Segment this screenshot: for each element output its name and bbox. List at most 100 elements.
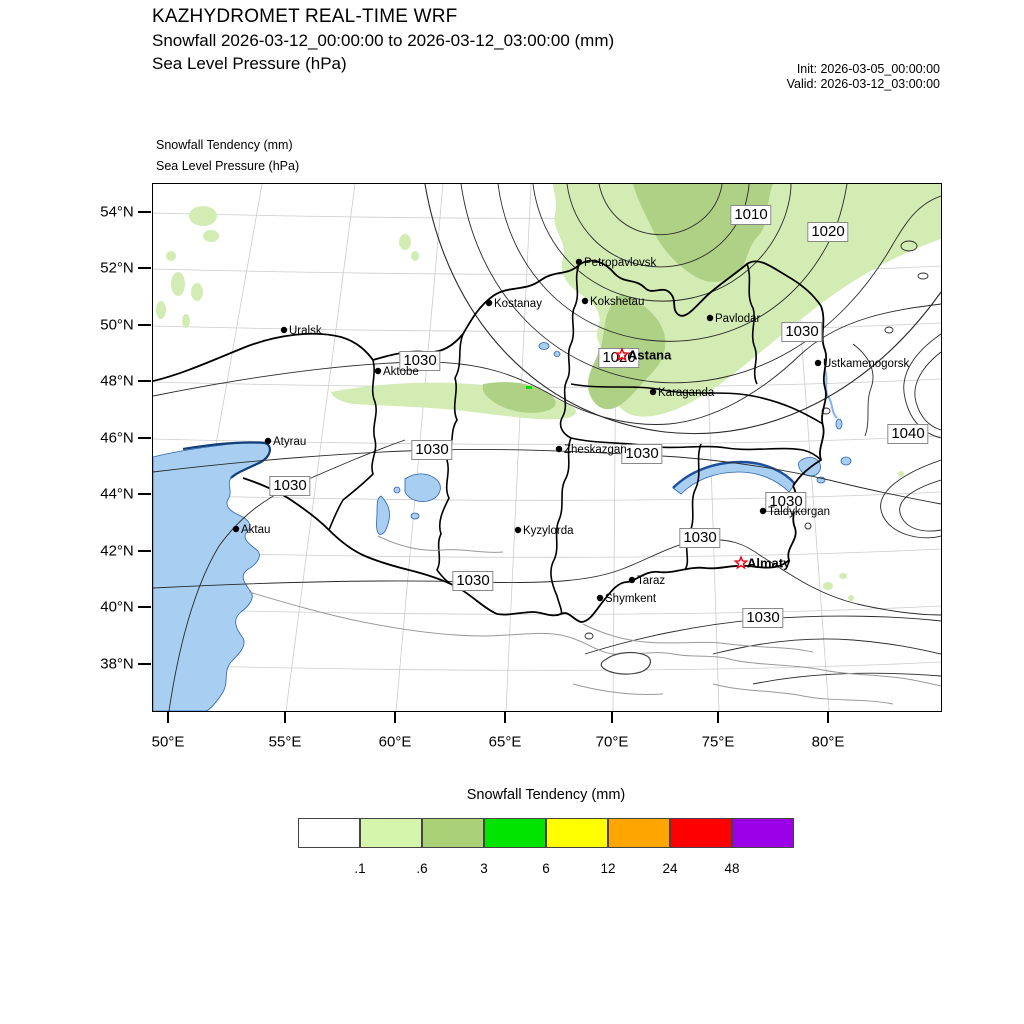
lat-axis-label: 54°N [100, 203, 134, 221]
city-marker[interactable]: Uralsk [280, 325, 322, 337]
weather-map[interactable]: 1010 1020 1030 1030 1020 1040 1030 1030 … [152, 183, 942, 712]
lon-tick-mark [167, 711, 169, 723]
lat-tick-mark [138, 380, 151, 382]
balkhash-north-coast [672, 460, 796, 489]
contour-label: 1030 [399, 351, 441, 371]
lat-tick-mark [138, 493, 151, 495]
svg-text:Astana: Astana [628, 348, 672, 363]
svg-text:Kostanay: Kostanay [494, 298, 542, 310]
lon-tick-mark [504, 711, 506, 723]
colorbar-title: Snowfall Tendency (mm) [466, 787, 626, 803]
svg-text:Aktobe: Aktobe [383, 366, 419, 378]
city-marker[interactable]: Pavlodar [706, 313, 761, 325]
lon-tick-mark [827, 711, 829, 723]
colorbar-swatch [546, 818, 608, 848]
lon-tick-mark [284, 711, 286, 723]
svg-text:Aktau: Aktau [241, 524, 270, 536]
city-marker[interactable]: Kyzylorda [514, 525, 574, 537]
lat-tick-mark [138, 663, 151, 665]
colorbar-swatch [422, 818, 484, 848]
capital-marker[interactable]: Almaty [733, 555, 791, 571]
colorbar-swatch [360, 818, 422, 848]
capital-marker[interactable]: Astana [614, 347, 672, 363]
city-marker[interactable]: Petropavlovsk [575, 257, 657, 269]
city-marker[interactable]: Taraz [628, 575, 666, 587]
capital-star-icon [614, 347, 630, 362]
svg-text:Taraz: Taraz [637, 575, 665, 587]
contour-label: 1030 [269, 476, 311, 496]
valid-time: Valid: 2026-03-12_03:00:00 [786, 77, 940, 91]
city-marker[interactable]: Aktau [232, 524, 271, 536]
colorbar-tick-label: .6 [416, 861, 428, 876]
city-marker[interactable]: Taldykorgan [759, 506, 830, 518]
colorbar-tick-label: 48 [724, 861, 740, 876]
city-marker[interactable]: Atyrau [264, 436, 306, 448]
lat-tick-mark [138, 550, 151, 552]
svg-text:Kokshetau: Kokshetau [590, 296, 644, 308]
lon-tick-mark [611, 711, 613, 723]
city-marker[interactable]: Zheskazgan [555, 444, 627, 456]
contour-label: 1030 [765, 492, 807, 512]
lat-tick-mark [138, 211, 151, 213]
city-marker[interactable]: Shymkent [596, 593, 657, 605]
svg-text:Uralsk: Uralsk [289, 325, 322, 337]
page-subtitle-snowfall: Snowfall 2026-03-12_00:00:00 to 2026-03-… [152, 31, 615, 50]
init-valid-block: Init: 2026-03-05_00:00:00 Valid: 2026-03… [700, 62, 940, 92]
svg-text:Shymkent: Shymkent [605, 593, 657, 605]
irtysh-river [824, 369, 838, 419]
city-marker[interactable]: Aktobe [374, 366, 419, 378]
pressure-contours [153, 184, 941, 711]
lon-axis-label: 55°E [268, 733, 302, 751]
page-subtitle-pressure: Sea Level Pressure (hPa) [152, 54, 347, 73]
capital-star-icon [733, 555, 749, 570]
lat-tick-mark [138, 324, 151, 326]
colorbar-swatch [608, 818, 670, 848]
svg-text:Zheskazgan: Zheskazgan [564, 444, 627, 456]
caspian-north-coast [182, 441, 271, 479]
lat-tick-mark [138, 606, 151, 608]
aral-sea [404, 473, 441, 502]
contour-label: 1030 [452, 571, 494, 591]
contour-label: 1010 [730, 205, 772, 225]
lat-tick-mark [138, 437, 151, 439]
contour-label: 1030 [781, 322, 823, 342]
colorbar-tick-label: 6 [542, 861, 550, 876]
city-marker[interactable]: Kostanay [485, 298, 542, 310]
colorbar-tick-label: 12 [600, 861, 616, 876]
lake-issyk-kul [600, 651, 651, 675]
colorbar-swatch [732, 818, 794, 848]
legend-line-snowfall: Snowfall Tendency (mm) [156, 138, 293, 152]
map-cities-svg: Petropavlovsk Kostanay Kokshetau Pavloda… [232, 257, 910, 605]
lon-axis-label: 65°E [488, 733, 522, 751]
lat-axis-label: 38°N [100, 655, 134, 673]
svg-text:Petropavlovsk: Petropavlovsk [584, 257, 656, 269]
lon-axis-label: 80°E [811, 733, 845, 751]
city-marker[interactable]: Kokshetau [581, 296, 645, 308]
svg-text:Almaty: Almaty [747, 556, 791, 571]
contour-label: 1040 [887, 424, 929, 444]
lat-axis-label: 46°N [100, 429, 134, 447]
colorbar-swatch [298, 818, 360, 848]
lat-tick-mark [138, 267, 151, 269]
svg-text:Atyrau: Atyrau [273, 436, 306, 448]
lon-axis-label: 70°E [595, 733, 629, 751]
colorbar-swatch [484, 818, 546, 848]
colorbar-swatch [670, 818, 732, 848]
lat-axis-label: 42°N [100, 542, 134, 560]
lon-tick-mark [394, 711, 396, 723]
city-marker[interactable]: Karaganda [649, 387, 715, 399]
page-title: KAZHYDROMET REAL-TIME WRF [152, 6, 458, 27]
svg-text:Ustkamenogorsk: Ustkamenogorsk [823, 358, 910, 370]
init-time: Init: 2026-03-05_00:00:00 [796, 62, 940, 76]
colorbar-tick-label: .1 [354, 861, 366, 876]
map-variable-legend: Snowfall Tendency (mm) Sea Level Pressur… [156, 135, 299, 177]
legend-line-pressure: Sea Level Pressure (hPa) [156, 159, 300, 173]
svg-text:Kyzylorda: Kyzylorda [523, 525, 574, 537]
lat-axis-label: 48°N [100, 372, 134, 390]
lon-axis-label: 60°E [378, 733, 412, 751]
lon-axis-label: 50°E [151, 733, 185, 751]
neighbor-borders [248, 535, 941, 705]
city-marker[interactable]: Ustkamenogorsk [814, 358, 910, 370]
lon-tick-mark [717, 711, 719, 723]
